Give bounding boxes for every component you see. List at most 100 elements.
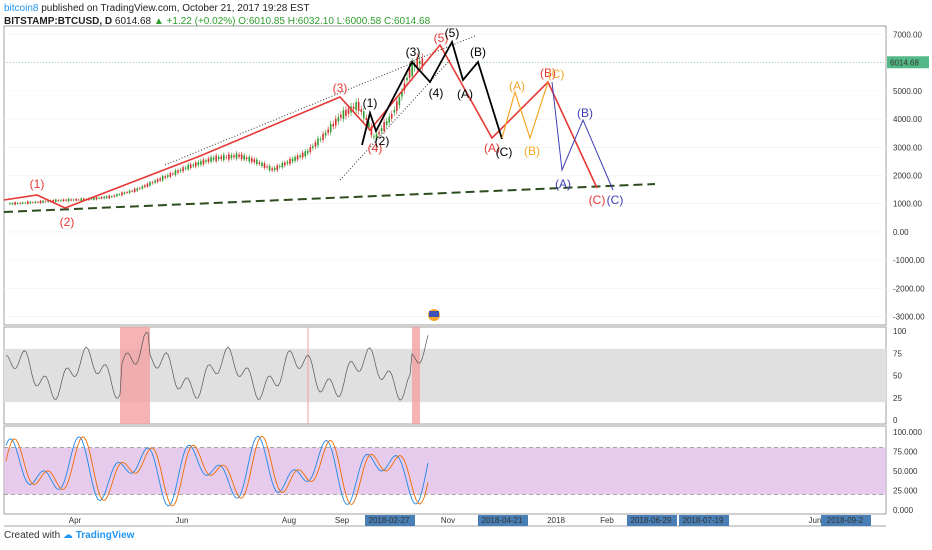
candle-body bbox=[217, 156, 220, 160]
time-tick-label: Aug bbox=[282, 516, 296, 525]
candle-body bbox=[273, 167, 276, 171]
candle-body bbox=[375, 133, 378, 140]
candle-body bbox=[133, 188, 136, 192]
candle-body bbox=[72, 199, 75, 201]
candle-body bbox=[205, 160, 207, 162]
current-price-tag bbox=[887, 56, 929, 69]
candle-body bbox=[421, 58, 424, 67]
blue-wave-label: (C) bbox=[607, 193, 624, 207]
candle-body bbox=[100, 197, 103, 199]
candle-body bbox=[340, 114, 342, 118]
candle-body bbox=[329, 123, 332, 133]
candle-body bbox=[154, 180, 156, 183]
candle-body bbox=[357, 101, 360, 111]
candle-body bbox=[215, 155, 217, 162]
red-wave-label: (C) bbox=[589, 193, 606, 207]
time-tick-label: Sep bbox=[335, 516, 350, 525]
rsi-overbought-zone bbox=[412, 327, 420, 424]
candle-body bbox=[271, 168, 273, 171]
candle-body bbox=[39, 200, 42, 204]
candle-body bbox=[258, 162, 261, 164]
candle-body bbox=[373, 136, 375, 138]
time-highlight-box bbox=[478, 515, 528, 526]
price-tick-label: 4000.00 bbox=[893, 115, 922, 124]
candle-body bbox=[256, 159, 258, 165]
candle-body bbox=[177, 170, 179, 173]
time-highlight-box bbox=[627, 515, 677, 526]
candle-body bbox=[149, 182, 151, 186]
candle-body bbox=[370, 126, 373, 136]
candle-body bbox=[355, 102, 357, 111]
price-tick-label: 3000.00 bbox=[893, 143, 922, 152]
author-name[interactable]: bitcoin8 bbox=[4, 3, 39, 14]
blue-wave-label: (B) bbox=[577, 106, 593, 120]
chart-header: bitcoin8 published on TradingView.com, O… bbox=[4, 2, 430, 28]
rsi-overbought-zone bbox=[120, 327, 150, 424]
candle-body bbox=[19, 202, 21, 204]
candle-body bbox=[194, 162, 197, 167]
candle-body bbox=[334, 118, 337, 126]
candle-body bbox=[151, 182, 154, 184]
price-tick-label: 7000.00 bbox=[893, 30, 922, 39]
black-wave-label: (3) bbox=[406, 45, 421, 59]
price-tick-label: -2000.00 bbox=[893, 284, 925, 293]
publish-info: published on TradingView.com, October 21… bbox=[41, 3, 310, 14]
candle-body bbox=[235, 153, 238, 159]
stoch-k-line bbox=[5, 435, 429, 507]
candle-body bbox=[411, 62, 413, 76]
red-wave-label: (3) bbox=[333, 81, 348, 95]
time-highlight-box bbox=[679, 515, 729, 526]
candle-body bbox=[80, 198, 83, 202]
candle-body bbox=[21, 202, 24, 204]
candle-body bbox=[11, 202, 14, 205]
price-tick-label: 1000.00 bbox=[893, 200, 922, 209]
candle-body bbox=[123, 192, 126, 194]
created-with-text: Created with bbox=[4, 530, 61, 541]
orange-wave-label: (B) bbox=[524, 144, 540, 158]
rsi-tick-label: 75 bbox=[893, 349, 902, 358]
time-tick-label: Nov bbox=[441, 516, 455, 525]
black-wave-label: (B) bbox=[470, 45, 486, 59]
candle-body bbox=[314, 142, 317, 147]
candle-body bbox=[263, 163, 266, 168]
candle-body bbox=[172, 173, 174, 175]
candle-body bbox=[98, 197, 100, 199]
candle-body bbox=[324, 132, 327, 136]
candle-body bbox=[55, 199, 57, 203]
rsi-tick-label: 100 bbox=[893, 327, 907, 336]
black-wave-label: (C) bbox=[496, 145, 513, 159]
stoch-tick-label: 100.000 bbox=[893, 428, 922, 437]
candle-body bbox=[65, 199, 67, 201]
candle-body bbox=[156, 179, 159, 182]
low-value: L:6000.58 bbox=[336, 16, 382, 27]
candle-body bbox=[95, 197, 98, 200]
candle-body bbox=[233, 155, 235, 158]
candle-body bbox=[179, 169, 182, 172]
current-price-tag-label: 6014.68 bbox=[890, 58, 919, 67]
price-tick-label: 0.00 bbox=[893, 228, 909, 237]
candle-body bbox=[306, 150, 309, 154]
price-tick-label: 2000.00 bbox=[893, 172, 922, 181]
symbol-label: BITSTAMP:BTCUSD, D bbox=[4, 16, 113, 27]
candle-body bbox=[322, 133, 324, 140]
candle-body bbox=[174, 170, 177, 176]
candle-body bbox=[44, 201, 47, 203]
candle-body bbox=[408, 67, 411, 78]
candle-body bbox=[29, 201, 32, 204]
time-tick-label: Feb bbox=[600, 516, 614, 525]
orange-wave-label: (C) bbox=[548, 67, 565, 81]
candle-body bbox=[401, 91, 403, 97]
candle-body bbox=[398, 97, 401, 106]
candle-body bbox=[360, 109, 363, 112]
time-highlight-label: 2018-04-21 bbox=[482, 516, 523, 525]
candle-body bbox=[131, 190, 133, 192]
candle-body bbox=[319, 139, 322, 140]
candle-body bbox=[250, 158, 253, 162]
candle-body bbox=[144, 185, 146, 187]
tradingview-brand[interactable]: TradingView bbox=[75, 530, 135, 541]
candle-body bbox=[393, 109, 396, 113]
candle-body bbox=[128, 190, 131, 193]
candle-body bbox=[60, 199, 62, 201]
candle-body bbox=[240, 154, 243, 159]
